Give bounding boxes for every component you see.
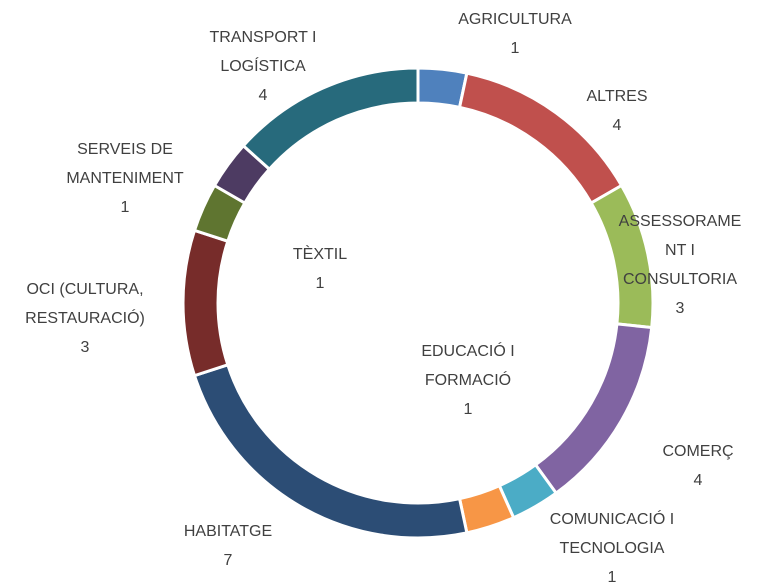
label-line: COMUNICACIÓ I (550, 509, 674, 528)
label-line: LOGÍSTICA (220, 56, 306, 75)
label-line: ALTRES (586, 88, 647, 105)
label-line: CONSULTORIA (623, 271, 737, 288)
value-label: 4 (613, 117, 622, 134)
category-label: ALTRES (586, 88, 647, 105)
category-label: COMUNICACIÓ I TECNOLOGIA (550, 509, 674, 557)
value-label: 1 (464, 401, 473, 418)
category-label: AGRICULTURA (458, 11, 572, 28)
label-line: RESTAURACIÓ) (25, 308, 145, 327)
value-label: 7 (224, 552, 233, 569)
value-label: 1 (608, 569, 617, 585)
category-label: TÈXTIL (293, 244, 347, 263)
value-label: 1 (316, 275, 325, 292)
value-label: 4 (259, 87, 268, 104)
label-line: OCI (CULTURA, (26, 281, 143, 298)
label-line: EDUCACIÓ I (421, 341, 514, 360)
category-label: OCI (CULTURA, RESTAURACIÓ) (25, 281, 145, 327)
category-label: SERVEIS DE MANTENIMENT (66, 141, 184, 187)
category-label: HABITATGE (184, 523, 272, 540)
value-label: 1 (121, 199, 130, 216)
label-line: AGRICULTURA (458, 11, 572, 28)
label-line: FORMACIÓ (425, 370, 511, 389)
label-line: TÈXTIL (293, 244, 347, 263)
label-line: HABITATGE (184, 523, 272, 540)
doughnut-segment (181, 228, 230, 378)
doughnut-segment (533, 322, 654, 496)
value-label: 4 (694, 472, 703, 489)
label-line: MANTENIMENT (66, 170, 184, 187)
label-line: COMERÇ (662, 443, 733, 460)
value-label: 1 (511, 40, 520, 57)
doughnut-segment (241, 66, 420, 172)
doughnut-segment (192, 362, 469, 540)
label-line: SERVEIS DE (77, 141, 173, 158)
label-line: TECNOLOGIA (560, 540, 665, 557)
label-line: NT I (665, 242, 695, 259)
label-line: TRANSPORT I (210, 29, 317, 46)
doughnut-segment (589, 183, 655, 330)
value-label: 3 (81, 339, 90, 356)
category-label: EDUCACIÓ I FORMACIÓ (421, 341, 514, 389)
category-label: TRANSPORT I LOGÍSTICA (210, 29, 317, 75)
category-label: ASSESSORAME NT I CONSULTORIA (619, 213, 742, 288)
value-label: 3 (676, 300, 685, 317)
label-line: ASSESSORAME (619, 213, 742, 230)
category-label: COMERÇ (662, 443, 733, 460)
